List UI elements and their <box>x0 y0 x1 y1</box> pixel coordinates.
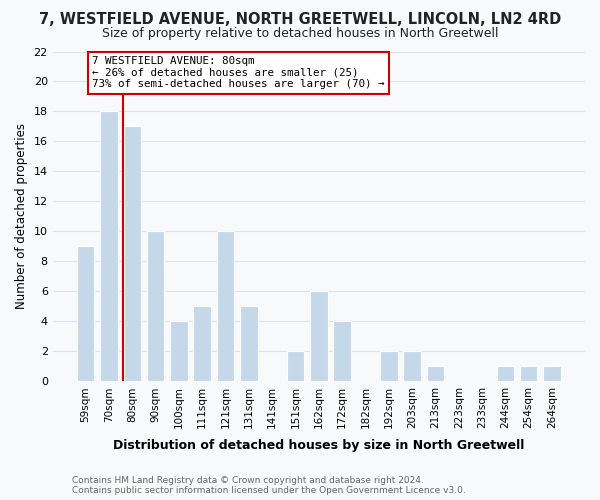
Bar <box>403 352 421 382</box>
Bar <box>380 352 398 382</box>
Bar <box>334 322 351 382</box>
Bar <box>217 232 234 382</box>
Text: 7 WESTFIELD AVENUE: 80sqm
← 26% of detached houses are smaller (25)
73% of semi-: 7 WESTFIELD AVENUE: 80sqm ← 26% of detac… <box>92 56 385 89</box>
Text: 7, WESTFIELD AVENUE, NORTH GREETWELL, LINCOLN, LN2 4RD: 7, WESTFIELD AVENUE, NORTH GREETWELL, LI… <box>39 12 561 28</box>
Bar <box>193 306 211 382</box>
X-axis label: Distribution of detached houses by size in North Greetwell: Distribution of detached houses by size … <box>113 440 524 452</box>
Bar <box>240 306 257 382</box>
Bar <box>520 366 538 382</box>
Bar <box>100 112 118 382</box>
Bar <box>427 366 444 382</box>
Bar <box>497 366 514 382</box>
Bar <box>77 246 94 382</box>
Bar <box>310 292 328 382</box>
Bar <box>287 352 304 382</box>
Y-axis label: Number of detached properties: Number of detached properties <box>15 124 28 310</box>
Text: Size of property relative to detached houses in North Greetwell: Size of property relative to detached ho… <box>102 28 498 40</box>
Bar <box>170 322 188 382</box>
Text: Contains HM Land Registry data © Crown copyright and database right 2024.: Contains HM Land Registry data © Crown c… <box>72 476 424 485</box>
Bar <box>544 366 561 382</box>
Bar <box>147 232 164 382</box>
Bar <box>124 126 141 382</box>
Text: Contains public sector information licensed under the Open Government Licence v3: Contains public sector information licen… <box>72 486 466 495</box>
